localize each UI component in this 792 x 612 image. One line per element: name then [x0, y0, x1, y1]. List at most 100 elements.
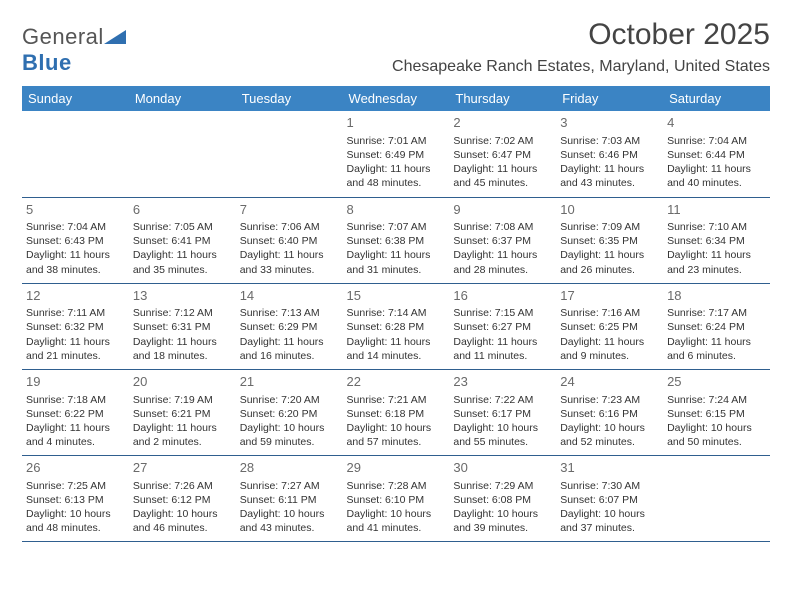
daylight-line-2: and 46 minutes. [133, 521, 232, 535]
daylight-line-1: Daylight: 11 hours [667, 162, 766, 176]
sunset-line: Sunset: 6:16 PM [560, 407, 659, 421]
day-number: 2 [453, 114, 552, 132]
calendar-day-cell: 30Sunrise: 7:29 AMSunset: 6:08 PMDayligh… [449, 456, 556, 542]
daylight-line-1: Daylight: 11 hours [133, 421, 232, 435]
daylight-line-2: and 9 minutes. [560, 349, 659, 363]
calendar-day-cell: 5Sunrise: 7:04 AMSunset: 6:43 PMDaylight… [22, 197, 129, 283]
daylight-line-2: and 28 minutes. [453, 263, 552, 277]
sunset-line: Sunset: 6:27 PM [453, 320, 552, 334]
daylight-line-1: Daylight: 10 hours [453, 507, 552, 521]
calendar-day-cell: 22Sunrise: 7:21 AMSunset: 6:18 PMDayligh… [343, 369, 450, 455]
day-number: 31 [560, 459, 659, 477]
sunrise-line: Sunrise: 7:23 AM [560, 393, 659, 407]
sunset-line: Sunset: 6:44 PM [667, 148, 766, 162]
logo: GeneralBlue [22, 18, 126, 76]
sunrise-line: Sunrise: 7:25 AM [26, 479, 125, 493]
daylight-line-1: Daylight: 11 hours [133, 335, 232, 349]
day-number: 21 [240, 373, 339, 391]
sunrise-line: Sunrise: 7:27 AM [240, 479, 339, 493]
daylight-line-1: Daylight: 10 hours [453, 421, 552, 435]
calendar-week-row: 1Sunrise: 7:01 AMSunset: 6:49 PMDaylight… [22, 111, 770, 197]
sunrise-line: Sunrise: 7:19 AM [133, 393, 232, 407]
weekday-header: Thursday [449, 86, 556, 111]
daylight-line-1: Daylight: 10 hours [347, 507, 446, 521]
sunset-line: Sunset: 6:20 PM [240, 407, 339, 421]
sunset-line: Sunset: 6:13 PM [26, 493, 125, 507]
logo-text-general: General [22, 24, 104, 49]
calendar-day-cell: 28Sunrise: 7:27 AMSunset: 6:11 PMDayligh… [236, 456, 343, 542]
daylight-line-1: Daylight: 11 hours [26, 248, 125, 262]
calendar-day-cell [129, 111, 236, 197]
sunset-line: Sunset: 6:17 PM [453, 407, 552, 421]
daylight-line-2: and 6 minutes. [667, 349, 766, 363]
daylight-line-1: Daylight: 10 hours [560, 507, 659, 521]
day-number: 12 [26, 287, 125, 305]
calendar-day-cell: 31Sunrise: 7:30 AMSunset: 6:07 PMDayligh… [556, 456, 663, 542]
day-number: 8 [347, 201, 446, 219]
sunset-line: Sunset: 6:29 PM [240, 320, 339, 334]
daylight-line-2: and 21 minutes. [26, 349, 125, 363]
daylight-line-2: and 18 minutes. [133, 349, 232, 363]
calendar-day-cell: 20Sunrise: 7:19 AMSunset: 6:21 PMDayligh… [129, 369, 236, 455]
calendar-page: GeneralBlue October 2025 Chesapeake Ranc… [0, 0, 792, 542]
calendar-header-row: SundayMondayTuesdayWednesdayThursdayFrid… [22, 86, 770, 111]
daylight-line-1: Daylight: 10 hours [240, 421, 339, 435]
sunset-line: Sunset: 6:32 PM [26, 320, 125, 334]
day-number: 22 [347, 373, 446, 391]
calendar-day-cell: 10Sunrise: 7:09 AMSunset: 6:35 PMDayligh… [556, 197, 663, 283]
day-number: 28 [240, 459, 339, 477]
sunset-line: Sunset: 6:28 PM [347, 320, 446, 334]
calendar-day-cell: 4Sunrise: 7:04 AMSunset: 6:44 PMDaylight… [663, 111, 770, 197]
daylight-line-1: Daylight: 11 hours [560, 335, 659, 349]
sunset-line: Sunset: 6:10 PM [347, 493, 446, 507]
calendar-table: SundayMondayTuesdayWednesdayThursdayFrid… [22, 86, 770, 542]
daylight-line-1: Daylight: 11 hours [26, 335, 125, 349]
day-number: 16 [453, 287, 552, 305]
daylight-line-1: Daylight: 11 hours [453, 335, 552, 349]
daylight-line-1: Daylight: 11 hours [667, 248, 766, 262]
sunrise-line: Sunrise: 7:08 AM [453, 220, 552, 234]
calendar-day-cell: 19Sunrise: 7:18 AMSunset: 6:22 PMDayligh… [22, 369, 129, 455]
day-number: 17 [560, 287, 659, 305]
day-number: 6 [133, 201, 232, 219]
calendar-day-cell: 8Sunrise: 7:07 AMSunset: 6:38 PMDaylight… [343, 197, 450, 283]
daylight-line-1: Daylight: 11 hours [347, 162, 446, 176]
weekday-header: Monday [129, 86, 236, 111]
daylight-line-1: Daylight: 10 hours [667, 421, 766, 435]
daylight-line-2: and 55 minutes. [453, 435, 552, 449]
day-number: 27 [133, 459, 232, 477]
daylight-line-2: and 43 minutes. [240, 521, 339, 535]
calendar-day-cell: 9Sunrise: 7:08 AMSunset: 6:37 PMDaylight… [449, 197, 556, 283]
sunrise-line: Sunrise: 7:26 AM [133, 479, 232, 493]
title-block: October 2025 Chesapeake Ranch Estates, M… [392, 18, 770, 76]
sunset-line: Sunset: 6:08 PM [453, 493, 552, 507]
sunset-line: Sunset: 6:07 PM [560, 493, 659, 507]
sunset-line: Sunset: 6:35 PM [560, 234, 659, 248]
sunrise-line: Sunrise: 7:05 AM [133, 220, 232, 234]
daylight-line-2: and 38 minutes. [26, 263, 125, 277]
daylight-line-2: and 41 minutes. [347, 521, 446, 535]
daylight-line-1: Daylight: 10 hours [240, 507, 339, 521]
calendar-body: 1Sunrise: 7:01 AMSunset: 6:49 PMDaylight… [22, 111, 770, 542]
daylight-line-2: and 4 minutes. [26, 435, 125, 449]
day-number: 18 [667, 287, 766, 305]
day-number: 1 [347, 114, 446, 132]
daylight-line-2: and 26 minutes. [560, 263, 659, 277]
sunrise-line: Sunrise: 7:09 AM [560, 220, 659, 234]
day-number: 14 [240, 287, 339, 305]
sunset-line: Sunset: 6:43 PM [26, 234, 125, 248]
weekday-header: Wednesday [343, 86, 450, 111]
daylight-line-2: and 14 minutes. [347, 349, 446, 363]
daylight-line-1: Daylight: 10 hours [26, 507, 125, 521]
sunrise-line: Sunrise: 7:29 AM [453, 479, 552, 493]
sunrise-line: Sunrise: 7:21 AM [347, 393, 446, 407]
sunset-line: Sunset: 6:24 PM [667, 320, 766, 334]
calendar-week-row: 12Sunrise: 7:11 AMSunset: 6:32 PMDayligh… [22, 283, 770, 369]
day-number: 15 [347, 287, 446, 305]
daylight-line-1: Daylight: 11 hours [667, 335, 766, 349]
sunrise-line: Sunrise: 7:24 AM [667, 393, 766, 407]
sunset-line: Sunset: 6:47 PM [453, 148, 552, 162]
sunrise-line: Sunrise: 7:14 AM [347, 306, 446, 320]
calendar-day-cell: 16Sunrise: 7:15 AMSunset: 6:27 PMDayligh… [449, 283, 556, 369]
sunrise-line: Sunrise: 7:20 AM [240, 393, 339, 407]
